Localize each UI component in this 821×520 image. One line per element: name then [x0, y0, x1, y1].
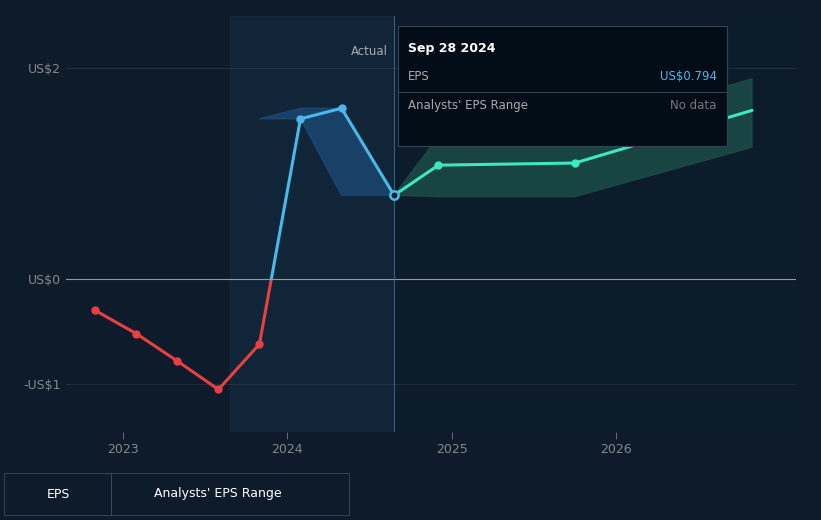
- Bar: [394, 16, 796, 432]
- Text: EPS: EPS: [408, 70, 429, 83]
- Text: Analysts' EPS Range: Analysts' EPS Range: [154, 488, 281, 500]
- Bar: [230, 16, 394, 432]
- Text: Analysts Forecasts: Analysts Forecasts: [401, 45, 511, 58]
- Text: EPS: EPS: [47, 488, 70, 500]
- Text: Analysts' EPS Range: Analysts' EPS Range: [408, 99, 528, 112]
- Text: No data: No data: [671, 99, 717, 112]
- Polygon shape: [259, 108, 394, 196]
- Text: Actual: Actual: [351, 45, 388, 58]
- Polygon shape: [394, 79, 752, 197]
- Text: US$0.794: US$0.794: [660, 70, 717, 83]
- Text: Sep 28 2024: Sep 28 2024: [408, 42, 496, 55]
